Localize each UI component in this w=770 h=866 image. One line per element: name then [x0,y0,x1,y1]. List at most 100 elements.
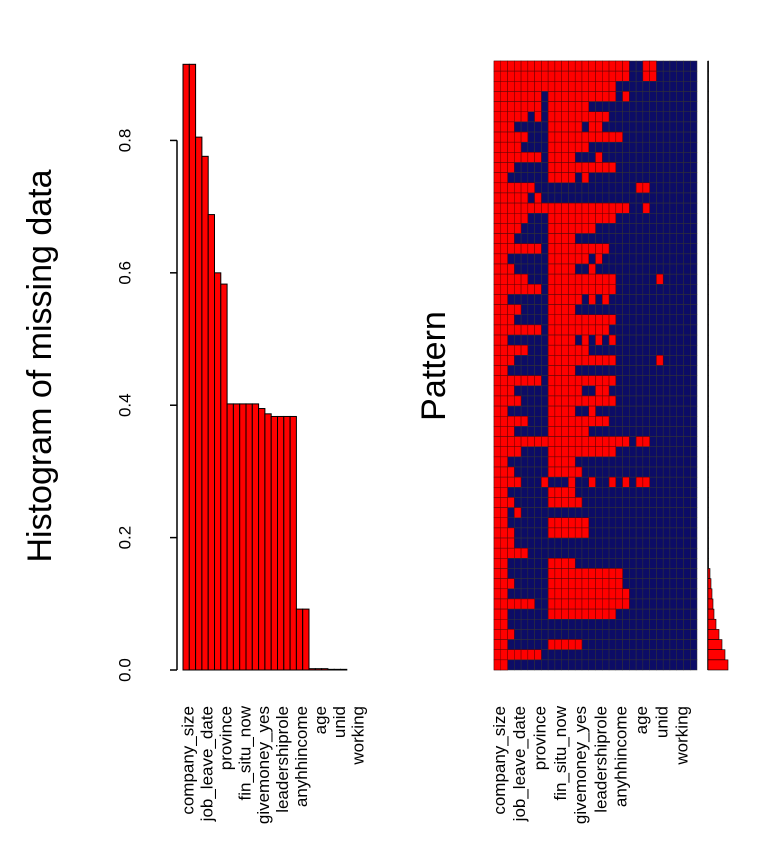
observed-cell [662,334,671,346]
missing-cell [588,588,596,600]
observed-cell [642,558,650,569]
observed-cell [622,395,630,407]
missing-cell [554,385,562,397]
observed-cell [669,456,677,468]
observed-cell [541,223,549,234]
missing-cell [507,182,515,194]
observed-cell [527,131,535,143]
missing-cell [534,60,542,72]
observed-cell [683,649,691,661]
observed-cell [602,152,610,163]
missing-cell [507,263,515,275]
missing-cell [527,202,535,214]
observed-cell [635,588,644,600]
observed-cell [629,91,637,102]
missing-cell [554,172,562,184]
missing-cell [574,273,583,285]
missing-cell [493,253,502,265]
observed-cell [689,131,698,143]
observed-cell [595,233,603,244]
missing-cell [554,141,562,153]
observed-cell [514,639,522,650]
missing-cell [561,233,569,244]
observed-cell [595,639,603,650]
missing-cell [547,213,556,224]
missing-cell [500,81,508,92]
observed-cell [656,395,664,407]
missing-cell [500,263,508,275]
missing-cell [561,497,569,508]
missing-cell [595,598,603,610]
missing-cell [602,588,610,600]
missing-cell [493,385,502,397]
observed-cell [676,60,684,72]
missing-cell [547,436,556,447]
observed-cell [608,537,617,549]
observed-cell [656,365,664,376]
observed-cell [514,294,522,305]
missing-cell [602,436,610,447]
bar [314,668,323,671]
missing-cell [514,598,522,610]
missing-cell [500,70,508,82]
missing-cell [554,294,562,305]
observed-cell [642,213,650,224]
observed-cell [656,598,664,610]
x-tick-label: province [216,706,235,770]
observed-cell [541,578,549,590]
missing-cell [581,162,589,173]
proportion-bar [707,629,720,640]
missing-cell [514,436,522,447]
observed-cell [649,294,657,305]
missing-cell [588,243,596,255]
missing-cell [527,436,535,447]
missing-cell [595,121,603,133]
proportion-bar [707,608,715,620]
missing-cell [493,263,502,275]
missing-cell [514,446,522,458]
observed-cell [662,426,671,437]
proportion-bar [707,547,709,559]
observed-cell [683,497,691,508]
missing-cell [588,213,596,224]
observed-cell [649,527,657,539]
proportion-bar [707,334,709,346]
missing-cell [554,497,562,508]
missing-cell [493,578,502,590]
x-tick-label: province [530,706,549,770]
missing-cell [547,355,556,366]
observed-cell [669,233,677,244]
missing-cell [554,233,562,244]
observed-cell [629,598,637,610]
observed-cell [622,81,630,92]
observed-cell [683,334,691,346]
observed-cell [574,507,583,519]
observed-cell [689,588,698,600]
observed-cell [568,619,576,630]
missing-cell [615,436,623,447]
missing-cell [602,70,610,82]
observed-cell [541,619,549,630]
missing-cell [507,649,515,661]
observed-cell [683,344,691,356]
observed-cell [595,263,603,275]
missing-cell [608,81,617,92]
observed-cell [595,426,603,437]
observed-cell [595,659,603,671]
observed-cell [689,639,698,650]
missing-cell [554,304,562,316]
observed-cell [642,172,650,184]
observed-cell [514,629,522,640]
missing-cell [554,416,562,427]
observed-cell [541,487,549,498]
missing-cell [574,578,583,590]
missing-cell [574,497,583,508]
missing-cell [588,436,596,447]
missing-cell [568,202,576,214]
observed-cell [622,456,630,468]
missing-cell [568,111,576,123]
observed-cell [615,334,623,346]
proportion-bar [707,639,723,650]
observed-cell [622,162,630,173]
missing-cell [507,466,515,478]
